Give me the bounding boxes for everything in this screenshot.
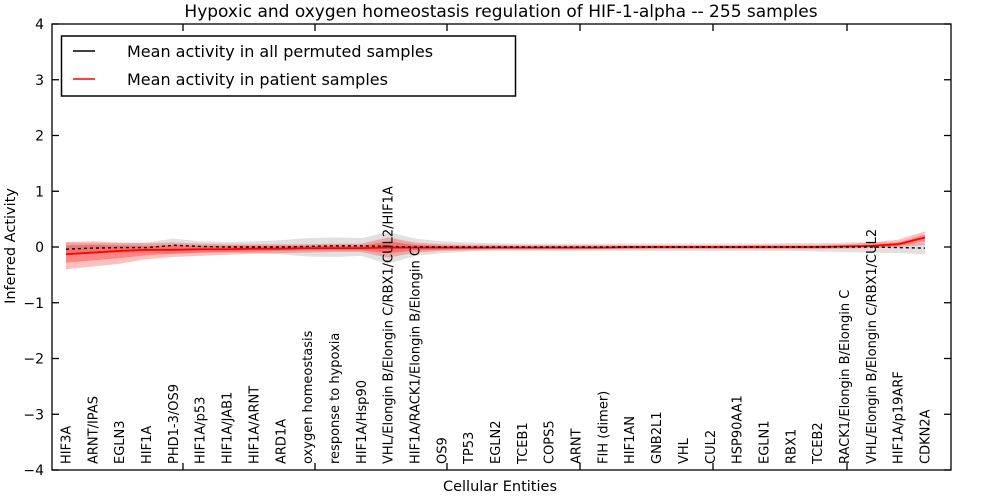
x-category-label: EGLN1 bbox=[757, 420, 772, 464]
axis-ticks bbox=[52, 23, 951, 471]
x-category-label: ARNT/IPAS bbox=[86, 396, 101, 464]
legend-label-patient: Mean activity in patient samples bbox=[127, 70, 388, 89]
series-line-permuted bbox=[65, 244, 926, 250]
y-tick-labels: 4 3 2 1 0 −1 −2 −3 −4 bbox=[23, 17, 44, 479]
x-category-label: CDKN2A bbox=[919, 409, 934, 464]
patient-samples-inner-band-band bbox=[66, 234, 925, 263]
y-tick-label: −1 bbox=[23, 296, 44, 312]
x-category-label: ARD1A bbox=[274, 419, 289, 464]
x-category-label: HIF3A bbox=[60, 426, 75, 464]
x-category-label: TCEB2 bbox=[811, 422, 826, 465]
y-tick-label: −3 bbox=[23, 407, 44, 423]
x-category-label: HIF1A/ARNT bbox=[247, 386, 262, 464]
y-tick-label: 0 bbox=[35, 240, 44, 256]
x-category-label: RBX1 bbox=[784, 429, 799, 464]
x-category-label: TCEB1 bbox=[516, 422, 531, 465]
x-category-label: CUL2 bbox=[704, 430, 719, 464]
x-category-label: VHL/Elongin B/Elongin C/RBX1/CUL2 bbox=[865, 229, 880, 464]
x-category-label: FIH (dimer) bbox=[596, 391, 611, 464]
y-tick-label: 1 bbox=[35, 184, 44, 200]
y-tick-label: 2 bbox=[35, 129, 44, 145]
x-category-label: EGLN2 bbox=[489, 420, 504, 464]
chart-title: Hypoxic and oxygen homeostasis regulatio… bbox=[184, 2, 817, 22]
x-category-label: HIF1A/Hsp90 bbox=[355, 380, 370, 464]
x-category-label: EGLN3 bbox=[113, 420, 128, 464]
legend-box bbox=[60, 35, 517, 97]
y-tick-label: −4 bbox=[23, 463, 44, 479]
x-category-label: HIF1A/p53 bbox=[194, 397, 209, 464]
y-tick-label: 3 bbox=[35, 73, 44, 89]
x-category-label: OS9 bbox=[435, 437, 450, 464]
x-category-label: HIF1A/JAB1 bbox=[221, 392, 236, 464]
legend-label-permuted: Mean activity in all permuted samples bbox=[127, 42, 433, 61]
x-category-labels: HIF3A ARNT/IPAS EGLN3 HIF1A PHD1-3/OS9 HIF1A/… bbox=[60, 186, 934, 465]
x-category-label: VHL bbox=[677, 437, 692, 464]
x-category-label: HIF1A bbox=[140, 426, 155, 464]
series-lines bbox=[65, 236, 926, 256]
confidence-bands bbox=[66, 231, 925, 270]
x-category-label: oxygen homeostasis bbox=[301, 330, 316, 464]
x-category-label: HIF1A/RACK1/Elongin B/Elongin C bbox=[408, 247, 423, 464]
x-category-label: HSP90AA1 bbox=[731, 395, 746, 464]
x-category-label: response to hypoxia bbox=[328, 333, 343, 464]
y-tick-label: 4 bbox=[35, 17, 44, 33]
patient-samples-outer-band-band bbox=[66, 231, 925, 270]
x-category-label: TP53 bbox=[462, 432, 477, 465]
x-category-label: PHD1-3/OS9 bbox=[167, 384, 182, 464]
legend: Mean activity in all permuted samples Me… bbox=[60, 35, 517, 97]
x-category-label: GNB2L1 bbox=[650, 411, 665, 464]
x-category-label: COPS5 bbox=[543, 420, 558, 464]
y-tick-label: −2 bbox=[23, 352, 44, 368]
x-category-label: VHL/Elongin B/Elongin C/RBX1/CUL2/HIF1A bbox=[382, 186, 397, 464]
x-category-label: HIF1A/p19ARF bbox=[892, 371, 907, 464]
x-category-label: HIF1AN bbox=[623, 416, 638, 464]
x-axis-label: Cellular Entities bbox=[443, 479, 557, 495]
x-category-label: RACK1/Elongin B/Elongin C bbox=[838, 290, 853, 464]
x-category-label: ARNT bbox=[570, 428, 585, 464]
y-axis-label: Inferred Activity bbox=[3, 188, 19, 304]
